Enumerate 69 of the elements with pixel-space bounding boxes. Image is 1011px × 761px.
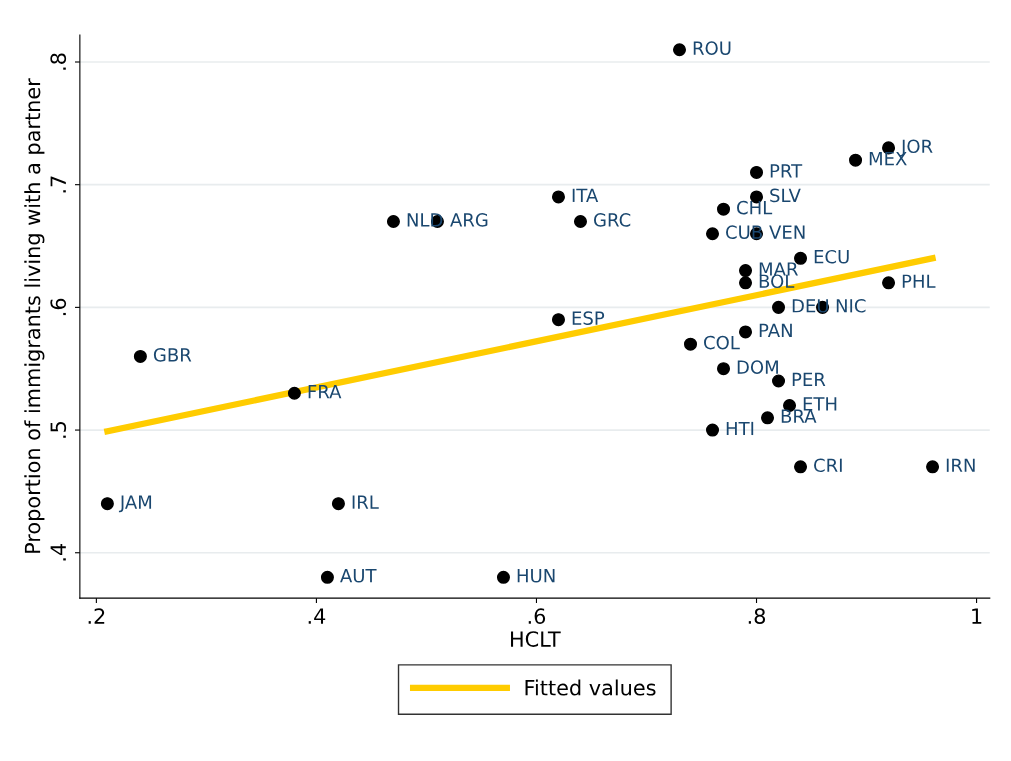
annotation: IRN <box>946 458 975 472</box>
annotation: DOM <box>737 360 778 374</box>
annotation: COL <box>704 335 740 350</box>
point <box>706 227 720 241</box>
point <box>133 349 147 363</box>
point <box>331 497 345 511</box>
point <box>717 202 731 216</box>
x-tick-label: .4 <box>308 608 326 624</box>
annotation: BRA <box>781 409 817 423</box>
annotation: JAM <box>118 495 152 513</box>
annotation: PRT <box>770 164 803 178</box>
annotation: CHL <box>737 200 773 215</box>
point <box>739 264 753 278</box>
annotation: MAR <box>759 262 798 276</box>
annotation: CRI <box>814 458 842 473</box>
annotation: ECU <box>814 249 849 264</box>
point <box>672 43 687 57</box>
point <box>496 570 510 584</box>
point <box>573 214 587 228</box>
annotation: ROU <box>693 41 731 55</box>
y-tick-label: .4 <box>50 543 66 561</box>
annotation: BOL <box>759 274 795 289</box>
annotation: PAN <box>759 323 792 337</box>
point <box>739 325 753 339</box>
point <box>320 570 334 584</box>
annotation: VEN <box>769 225 805 239</box>
point <box>717 362 731 376</box>
annotation: IRL <box>352 495 379 509</box>
x-axis-title: HCLT <box>511 631 561 647</box>
point <box>683 337 698 351</box>
x-tick-label: .6 <box>528 608 546 624</box>
x-tick-label: .8 <box>748 608 766 624</box>
point <box>794 460 808 474</box>
legend-label: Fitted values <box>525 679 656 696</box>
point <box>386 214 400 228</box>
point <box>882 276 896 290</box>
point <box>926 460 940 474</box>
annotation: HUN <box>517 569 555 583</box>
annotation: HTI <box>726 421 754 436</box>
x-tick-label: .2 <box>88 608 105 624</box>
x-tick-label: 1 <box>972 608 982 624</box>
annotation: GBR <box>153 348 192 362</box>
y-axis-title: Proportion of immigrants living with a partner <box>24 78 45 553</box>
point <box>772 374 786 388</box>
annotation: FRA <box>308 385 342 399</box>
point <box>761 411 775 425</box>
point <box>750 165 764 179</box>
point <box>287 386 301 400</box>
annotation: ETH <box>803 397 837 411</box>
y-tick-label: .8 <box>50 53 67 70</box>
annotation: AUT <box>340 569 377 583</box>
point <box>706 423 720 437</box>
point <box>100 497 114 511</box>
point <box>849 153 863 167</box>
annotation: NIC <box>836 298 866 313</box>
annotation: ESP <box>572 311 605 325</box>
point <box>551 190 565 204</box>
annotation: GRC <box>593 213 631 227</box>
y-tick-label: .5 <box>50 421 67 438</box>
annotation: ARG <box>450 213 488 227</box>
point <box>551 313 565 327</box>
point <box>772 300 786 314</box>
annotation: SLV <box>770 188 801 203</box>
y-tick-label: .6 <box>50 298 67 316</box>
annotation: PER <box>792 372 826 386</box>
annotation: PHL <box>902 274 936 288</box>
annotation: ITA <box>572 188 599 202</box>
point <box>739 276 753 290</box>
y-tick-label: .7 <box>50 176 66 193</box>
